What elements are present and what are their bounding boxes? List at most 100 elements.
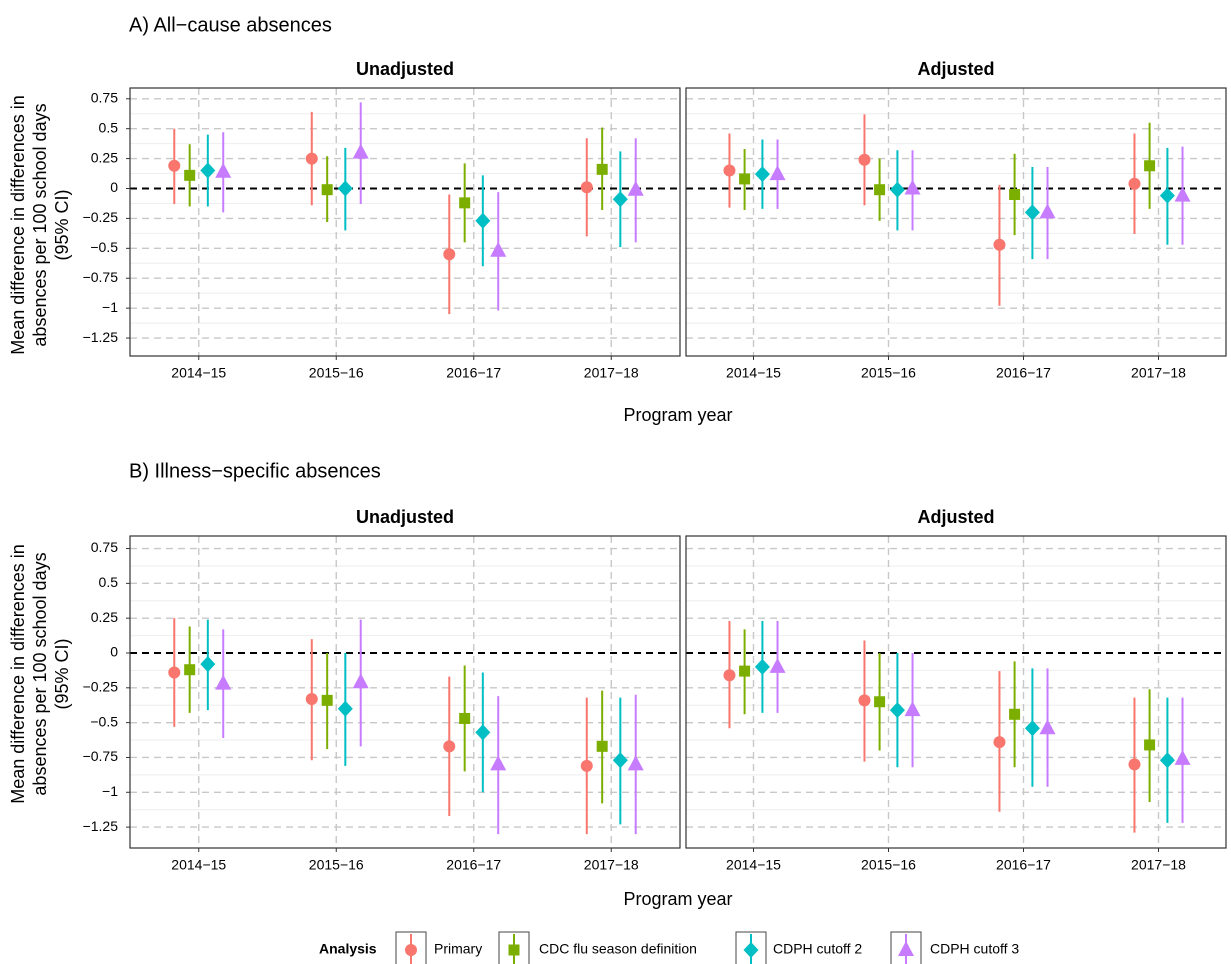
data-point bbox=[612, 752, 628, 769]
data-point bbox=[352, 673, 369, 689]
legend: Analysis Primary CDC flu season definition… bbox=[319, 931, 1019, 964]
legend-item-cdph-cutoff-2: CDPH cutoff 2 bbox=[735, 931, 862, 964]
x-tick-label: 2014−15 bbox=[171, 365, 226, 381]
data-point bbox=[184, 664, 196, 676]
x-tick-label: 2017−18 bbox=[584, 857, 639, 873]
data-point bbox=[993, 736, 1006, 749]
data-point bbox=[459, 712, 471, 724]
panel-border bbox=[129, 87, 681, 357]
legend-label: CDPH cutoff 2 bbox=[773, 941, 862, 957]
data-point bbox=[612, 191, 628, 208]
section-title: B) Illness−specific absences bbox=[129, 460, 381, 482]
panel-unadjusted: Unadjusted 2014−15 2015−16 2016−17 2017−18 bbox=[129, 59, 681, 381]
data-point bbox=[1174, 186, 1191, 202]
panel-title: Unadjusted bbox=[356, 59, 454, 79]
data-point bbox=[1009, 708, 1021, 720]
series-cdph-cutoff-3 bbox=[769, 620, 1191, 823]
data-point bbox=[443, 740, 456, 753]
section-a: A) All−cause absences Mean difference in … bbox=[8, 14, 1227, 425]
data-point bbox=[490, 755, 507, 771]
panel-title: Adjusted bbox=[917, 507, 994, 527]
y-axis-label-line: (95% CI) bbox=[52, 638, 72, 709]
data-point bbox=[1039, 203, 1056, 219]
x-axis-label: Program year bbox=[623, 889, 732, 909]
legend-title: Analysis bbox=[319, 941, 377, 957]
series-cdc-flu-season-definition bbox=[184, 127, 608, 243]
panel-background bbox=[686, 536, 1226, 848]
legend-label: CDPH cutoff 3 bbox=[930, 941, 1019, 957]
series-cdc-flu-season-definition bbox=[739, 122, 1156, 236]
panel-background bbox=[130, 88, 680, 356]
data-point bbox=[1128, 758, 1141, 771]
series-cdc-flu-season-definition bbox=[184, 626, 608, 804]
data-point bbox=[889, 702, 905, 719]
x-tick-label: 2015−16 bbox=[861, 365, 916, 381]
y-axis-label: Mean difference in differences in absence… bbox=[8, 544, 72, 804]
data-point bbox=[305, 152, 318, 165]
data-point bbox=[858, 694, 871, 707]
data-point bbox=[1024, 204, 1040, 221]
y-tick-label: 0 bbox=[110, 179, 118, 195]
data-point bbox=[596, 740, 608, 752]
data-point bbox=[904, 179, 921, 195]
y-tick-label: 0.75 bbox=[91, 539, 118, 555]
data-point bbox=[337, 700, 353, 717]
data-point bbox=[627, 755, 644, 771]
data-point bbox=[321, 694, 333, 706]
series-primary bbox=[168, 618, 593, 835]
data-point bbox=[459, 197, 471, 209]
x-tick-label: 2014−15 bbox=[726, 857, 781, 873]
data-point bbox=[200, 656, 216, 673]
data-point bbox=[769, 657, 786, 673]
y-axis-label-line: absences per 100 school days bbox=[30, 552, 50, 795]
y-axis-label-line: Mean difference in differences in bbox=[8, 544, 28, 804]
data-point bbox=[1024, 720, 1040, 737]
series-cdph-cutoff-2 bbox=[754, 620, 1175, 823]
data-point bbox=[200, 162, 216, 179]
y-tick-label: 0.5 bbox=[99, 574, 119, 590]
legend-key-marker bbox=[898, 941, 914, 956]
data-point bbox=[739, 665, 751, 677]
y-tick-label: −0.25 bbox=[83, 679, 119, 695]
panel-border bbox=[685, 87, 1227, 357]
data-point bbox=[627, 180, 644, 196]
section-title: A) All−cause absences bbox=[129, 14, 332, 36]
data-point bbox=[443, 248, 456, 261]
y-tick-label: −1.25 bbox=[83, 329, 119, 345]
data-point bbox=[1009, 188, 1021, 200]
data-point bbox=[874, 184, 886, 196]
data-point bbox=[889, 181, 905, 198]
data-point bbox=[739, 173, 751, 185]
data-point bbox=[769, 165, 786, 181]
panel-background bbox=[130, 536, 680, 848]
panel-title: Unadjusted bbox=[356, 507, 454, 527]
data-point bbox=[1128, 177, 1141, 190]
data-point bbox=[168, 159, 181, 172]
data-point bbox=[580, 181, 593, 194]
data-point bbox=[490, 241, 507, 257]
data-point bbox=[321, 184, 333, 196]
y-tick-label: 0.25 bbox=[91, 149, 118, 165]
panel-border bbox=[685, 535, 1227, 849]
data-point bbox=[215, 162, 232, 178]
y-axis-label-line: Mean difference in differences in bbox=[8, 95, 28, 355]
data-point bbox=[904, 701, 921, 717]
legend-key-marker bbox=[508, 944, 520, 956]
data-point bbox=[596, 163, 608, 175]
legend-label: Primary bbox=[434, 941, 482, 957]
y-tick-label: −1 bbox=[102, 783, 118, 799]
y-tick-label: −0.75 bbox=[83, 748, 119, 764]
data-point bbox=[993, 238, 1006, 251]
data-point bbox=[475, 724, 491, 741]
legend-key-marker bbox=[743, 942, 759, 958]
legend-item-cdc-flu-season-definition: CDC flu season definition bbox=[498, 931, 697, 964]
legend-label: CDC flu season definition bbox=[539, 941, 697, 957]
panel-background bbox=[686, 88, 1226, 356]
data-point bbox=[723, 669, 736, 682]
series-primary bbox=[168, 111, 593, 315]
x-tick-label: 2017−18 bbox=[1131, 857, 1186, 873]
data-point bbox=[1144, 739, 1156, 751]
data-point bbox=[754, 658, 770, 675]
x-tick-label: 2017−18 bbox=[584, 365, 639, 381]
